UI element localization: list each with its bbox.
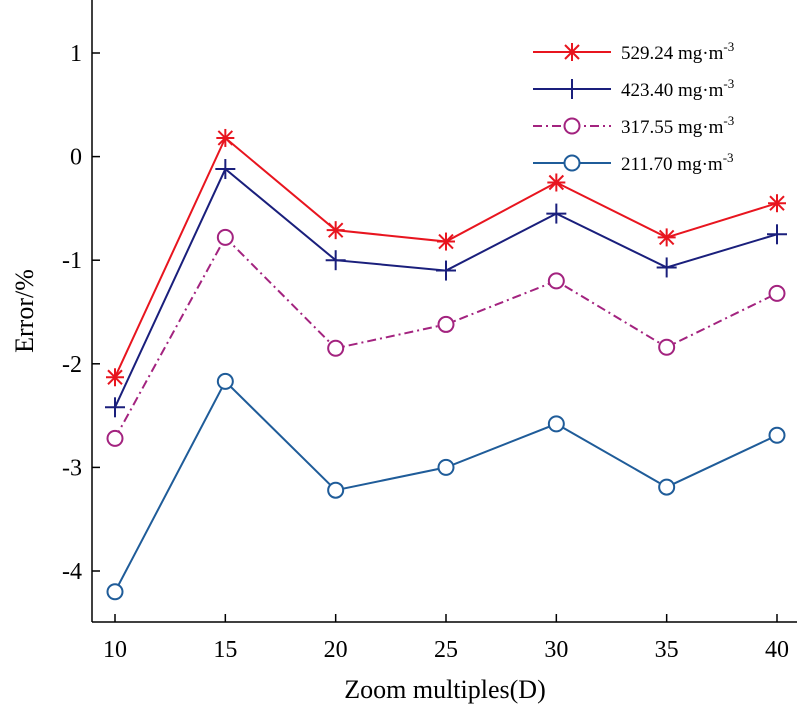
legend-label-superscript: -3 bbox=[723, 39, 734, 54]
plus-marker bbox=[656, 257, 677, 278]
y-ticks: -4 -3 -2 -1 0 1 bbox=[62, 41, 100, 585]
x-tick-label: 15 bbox=[213, 637, 237, 663]
data-point bbox=[437, 458, 455, 476]
circle-marker bbox=[327, 481, 345, 499]
y-tick-label: -4 bbox=[62, 559, 82, 585]
circle-marker bbox=[437, 315, 455, 333]
circle-marker bbox=[437, 458, 455, 476]
series-2 bbox=[106, 228, 786, 447]
circle-marker bbox=[768, 284, 786, 302]
data-point-d2 bbox=[658, 229, 675, 246]
legend-label: 529.24 mg·m-3 bbox=[621, 39, 734, 64]
plus-marker bbox=[436, 260, 456, 281]
legend-label-text: 317.55 mg·m bbox=[621, 117, 724, 138]
asterisk-marker bbox=[216, 128, 235, 147]
data-point bbox=[768, 284, 786, 302]
x-axis-title: Zoom multiples(D) bbox=[344, 675, 545, 704]
circle-marker bbox=[658, 478, 676, 496]
series-3 bbox=[106, 372, 786, 601]
plus-marker bbox=[546, 203, 567, 224]
data-point bbox=[327, 339, 345, 357]
y-tick-label: -3 bbox=[62, 455, 82, 481]
circle-marker bbox=[106, 429, 124, 447]
data-point bbox=[547, 415, 565, 433]
data-point bbox=[658, 338, 676, 356]
series-layer bbox=[105, 128, 787, 601]
legend-label: 211.70 mg·m-3 bbox=[621, 150, 734, 175]
circle-marker bbox=[216, 372, 234, 390]
data-point bbox=[437, 315, 455, 333]
series-1 bbox=[105, 159, 787, 418]
plus-marker bbox=[215, 159, 236, 180]
y-tick-label: 1 bbox=[70, 41, 82, 67]
data-point bbox=[216, 372, 234, 390]
y-tick-label: -1 bbox=[62, 248, 82, 274]
legend-entry: 317.55 mg·m-3 bbox=[533, 113, 734, 138]
x-tick-label: 10 bbox=[103, 637, 127, 663]
series-0 bbox=[106, 128, 786, 387]
legend-entry: 423.40 mg·m-3 bbox=[533, 76, 734, 101]
plus-marker bbox=[325, 250, 346, 271]
x-tick-label: 20 bbox=[324, 637, 348, 663]
circle-marker bbox=[658, 338, 676, 356]
legend-label-text: 211.70 mg·m bbox=[621, 154, 723, 175]
x-ticks: 10 15 20 25 30 35 40 bbox=[103, 614, 789, 663]
asterisk-marker bbox=[563, 43, 581, 61]
asterisk-marker bbox=[106, 368, 124, 387]
circle-marker bbox=[563, 154, 581, 172]
x-tick-label: 25 bbox=[434, 637, 458, 663]
asterisk-marker bbox=[768, 194, 786, 213]
data-point-d2 bbox=[327, 222, 344, 238]
legend-label-superscript: -3 bbox=[723, 150, 734, 165]
y-tick-label: 0 bbox=[70, 145, 82, 171]
legend-entry: 211.70 mg·m-3 bbox=[533, 150, 734, 175]
data-point-d2 bbox=[217, 130, 234, 146]
data-point-d2 bbox=[769, 195, 785, 211]
plus-marker bbox=[105, 397, 125, 418]
circle-marker bbox=[563, 117, 581, 135]
x-tick-label: 40 bbox=[765, 637, 789, 663]
data-point-d2 bbox=[548, 174, 565, 191]
circle-marker bbox=[216, 228, 234, 246]
data-point bbox=[106, 429, 124, 447]
asterisk-marker bbox=[326, 221, 345, 240]
legend-entry: 529.24 mg·m-3 bbox=[533, 39, 734, 64]
series-line bbox=[114, 167, 778, 408]
plus-marker bbox=[562, 79, 582, 99]
asterisk-marker bbox=[437, 232, 455, 251]
data-point bbox=[216, 228, 234, 246]
data-point bbox=[563, 117, 581, 135]
circle-marker bbox=[327, 339, 345, 357]
data-point-d2 bbox=[107, 369, 123, 385]
data-point bbox=[563, 154, 581, 172]
y-tick-label: -2 bbox=[62, 352, 82, 378]
series-line bbox=[114, 379, 778, 593]
circle-marker bbox=[547, 272, 565, 290]
data-point-d2 bbox=[438, 233, 454, 250]
data-point bbox=[327, 481, 345, 499]
x-tick-label: 35 bbox=[655, 637, 679, 663]
data-point bbox=[768, 426, 786, 444]
legend-label-superscript: -3 bbox=[723, 76, 734, 91]
data-point bbox=[106, 583, 124, 601]
legend-label-text: 423.40 mg·m bbox=[621, 80, 724, 101]
asterisk-marker bbox=[547, 173, 566, 192]
legend-label: 317.55 mg·m-3 bbox=[621, 113, 734, 138]
axes bbox=[91, 0, 797, 623]
circle-marker bbox=[768, 426, 786, 444]
data-point bbox=[547, 272, 565, 290]
data-point bbox=[658, 478, 676, 496]
legend-label-superscript: -3 bbox=[723, 113, 734, 128]
y-axis-title: Error/% bbox=[10, 269, 39, 353]
legend-label-text: 529.24 mg·m bbox=[621, 43, 724, 64]
circle-marker bbox=[106, 583, 124, 601]
plus-marker bbox=[767, 224, 787, 245]
data-point-d2 bbox=[564, 44, 580, 60]
x-tick-label: 30 bbox=[544, 637, 568, 663]
circle-marker bbox=[547, 415, 565, 433]
legend-label: 423.40 mg·m-3 bbox=[621, 76, 734, 101]
asterisk-marker bbox=[657, 228, 676, 247]
